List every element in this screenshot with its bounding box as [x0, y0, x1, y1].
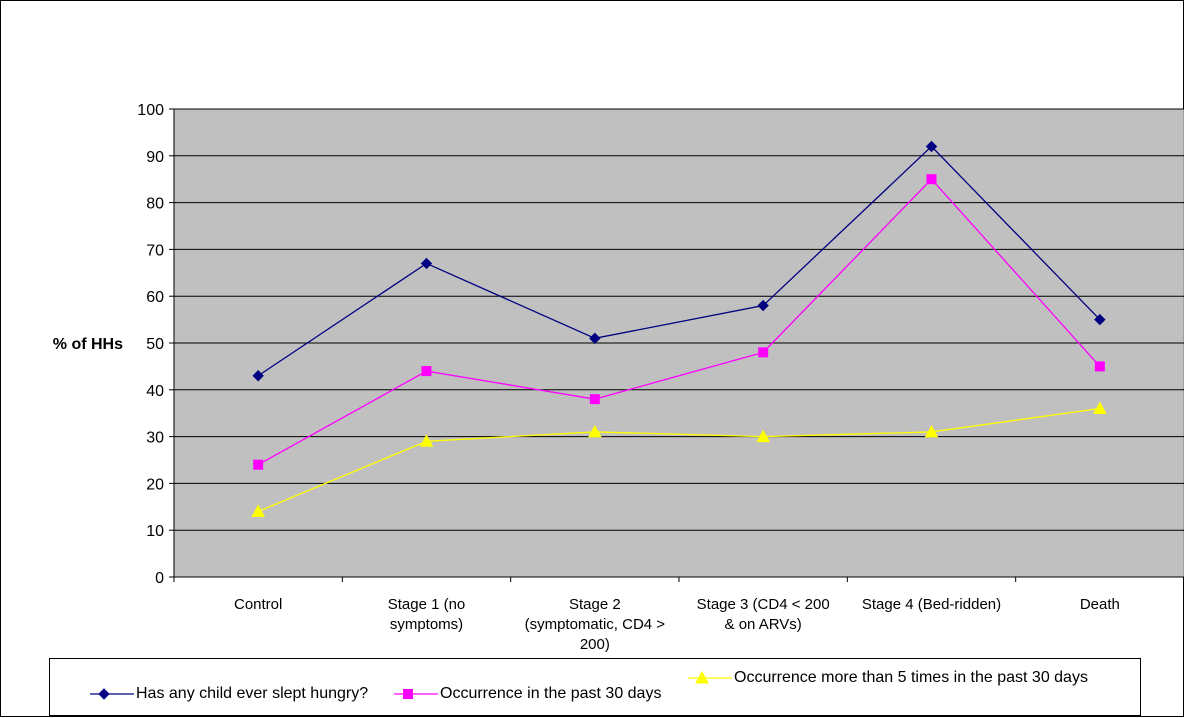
data-point [925, 140, 938, 153]
legend-key-symbol [688, 671, 732, 684]
y-tick-label: 0 [155, 570, 164, 587]
legend-item: Has any child ever slept hungry? [88, 685, 368, 703]
y-tick-label: 60 [146, 289, 164, 306]
data-point [252, 370, 264, 382]
series-line [257, 178, 1101, 466]
data-point [1092, 401, 1107, 415]
data-point [589, 394, 600, 405]
y-axis-label: % of HHs [53, 336, 123, 353]
legend-key-navy-diamond [88, 687, 136, 701]
x-tick-label: Death [1080, 596, 1120, 613]
legend-label: Has any child ever slept hungry? [136, 685, 369, 702]
legend-key-marker [98, 688, 110, 700]
y-tick-label: 90 [146, 149, 164, 166]
data-point [420, 257, 433, 270]
legend-item: Occurrence more than 5 times in the past… [686, 669, 1088, 687]
y-tick-label: 10 [146, 523, 164, 540]
data-point [253, 459, 264, 470]
x-tick-label: Stage 4 (Bed-ridden) [862, 596, 1001, 613]
y-tick-label: 40 [146, 383, 164, 400]
legend-key-symbol [394, 689, 438, 699]
legend-label: Occurrence in the past 30 days [440, 685, 662, 702]
legend-key-magenta-square [392, 687, 440, 701]
x-tick-label: Control [234, 596, 282, 613]
series-line [257, 407, 1100, 513]
y-tick-label: 100 [137, 102, 164, 119]
x-tick-label: Stage 1 (no symptoms) [388, 596, 466, 633]
data-point [757, 299, 769, 312]
y-tick-label: 50 [146, 336, 164, 353]
y-tick-label: 20 [146, 476, 164, 493]
data-point [589, 332, 601, 345]
x-tick-label: Stage 2 (symptomatic, CD4 >200) [525, 596, 666, 653]
data-point [926, 174, 937, 185]
data-point [251, 504, 266, 517]
data-point [421, 366, 432, 377]
data-point [758, 347, 769, 358]
data-point [1094, 361, 1105, 372]
legend-key-yellow-triangle [686, 671, 734, 685]
y-tick-label: 30 [146, 430, 164, 447]
data-point [924, 424, 939, 438]
data-point [1094, 313, 1106, 326]
data-point [419, 434, 434, 447]
legend-label: Occurrence more than 5 times in the past… [734, 669, 1088, 686]
legend-key-marker [403, 689, 413, 699]
legend: Has any child ever slept hungry? Occurre… [49, 658, 1141, 716]
data-point [756, 429, 771, 443]
y-tick-label: 80 [146, 196, 164, 213]
legend-item: Occurrence in the past 30 days [392, 685, 661, 703]
series-line [257, 145, 1101, 377]
y-tick-label: 70 [146, 242, 164, 259]
x-tick-label: Stage 3 (CD4 < 200 & on ARVs) [697, 596, 830, 633]
legend-key-marker [695, 671, 709, 684]
legend-key-symbol [90, 688, 134, 700]
data-point [587, 424, 602, 438]
